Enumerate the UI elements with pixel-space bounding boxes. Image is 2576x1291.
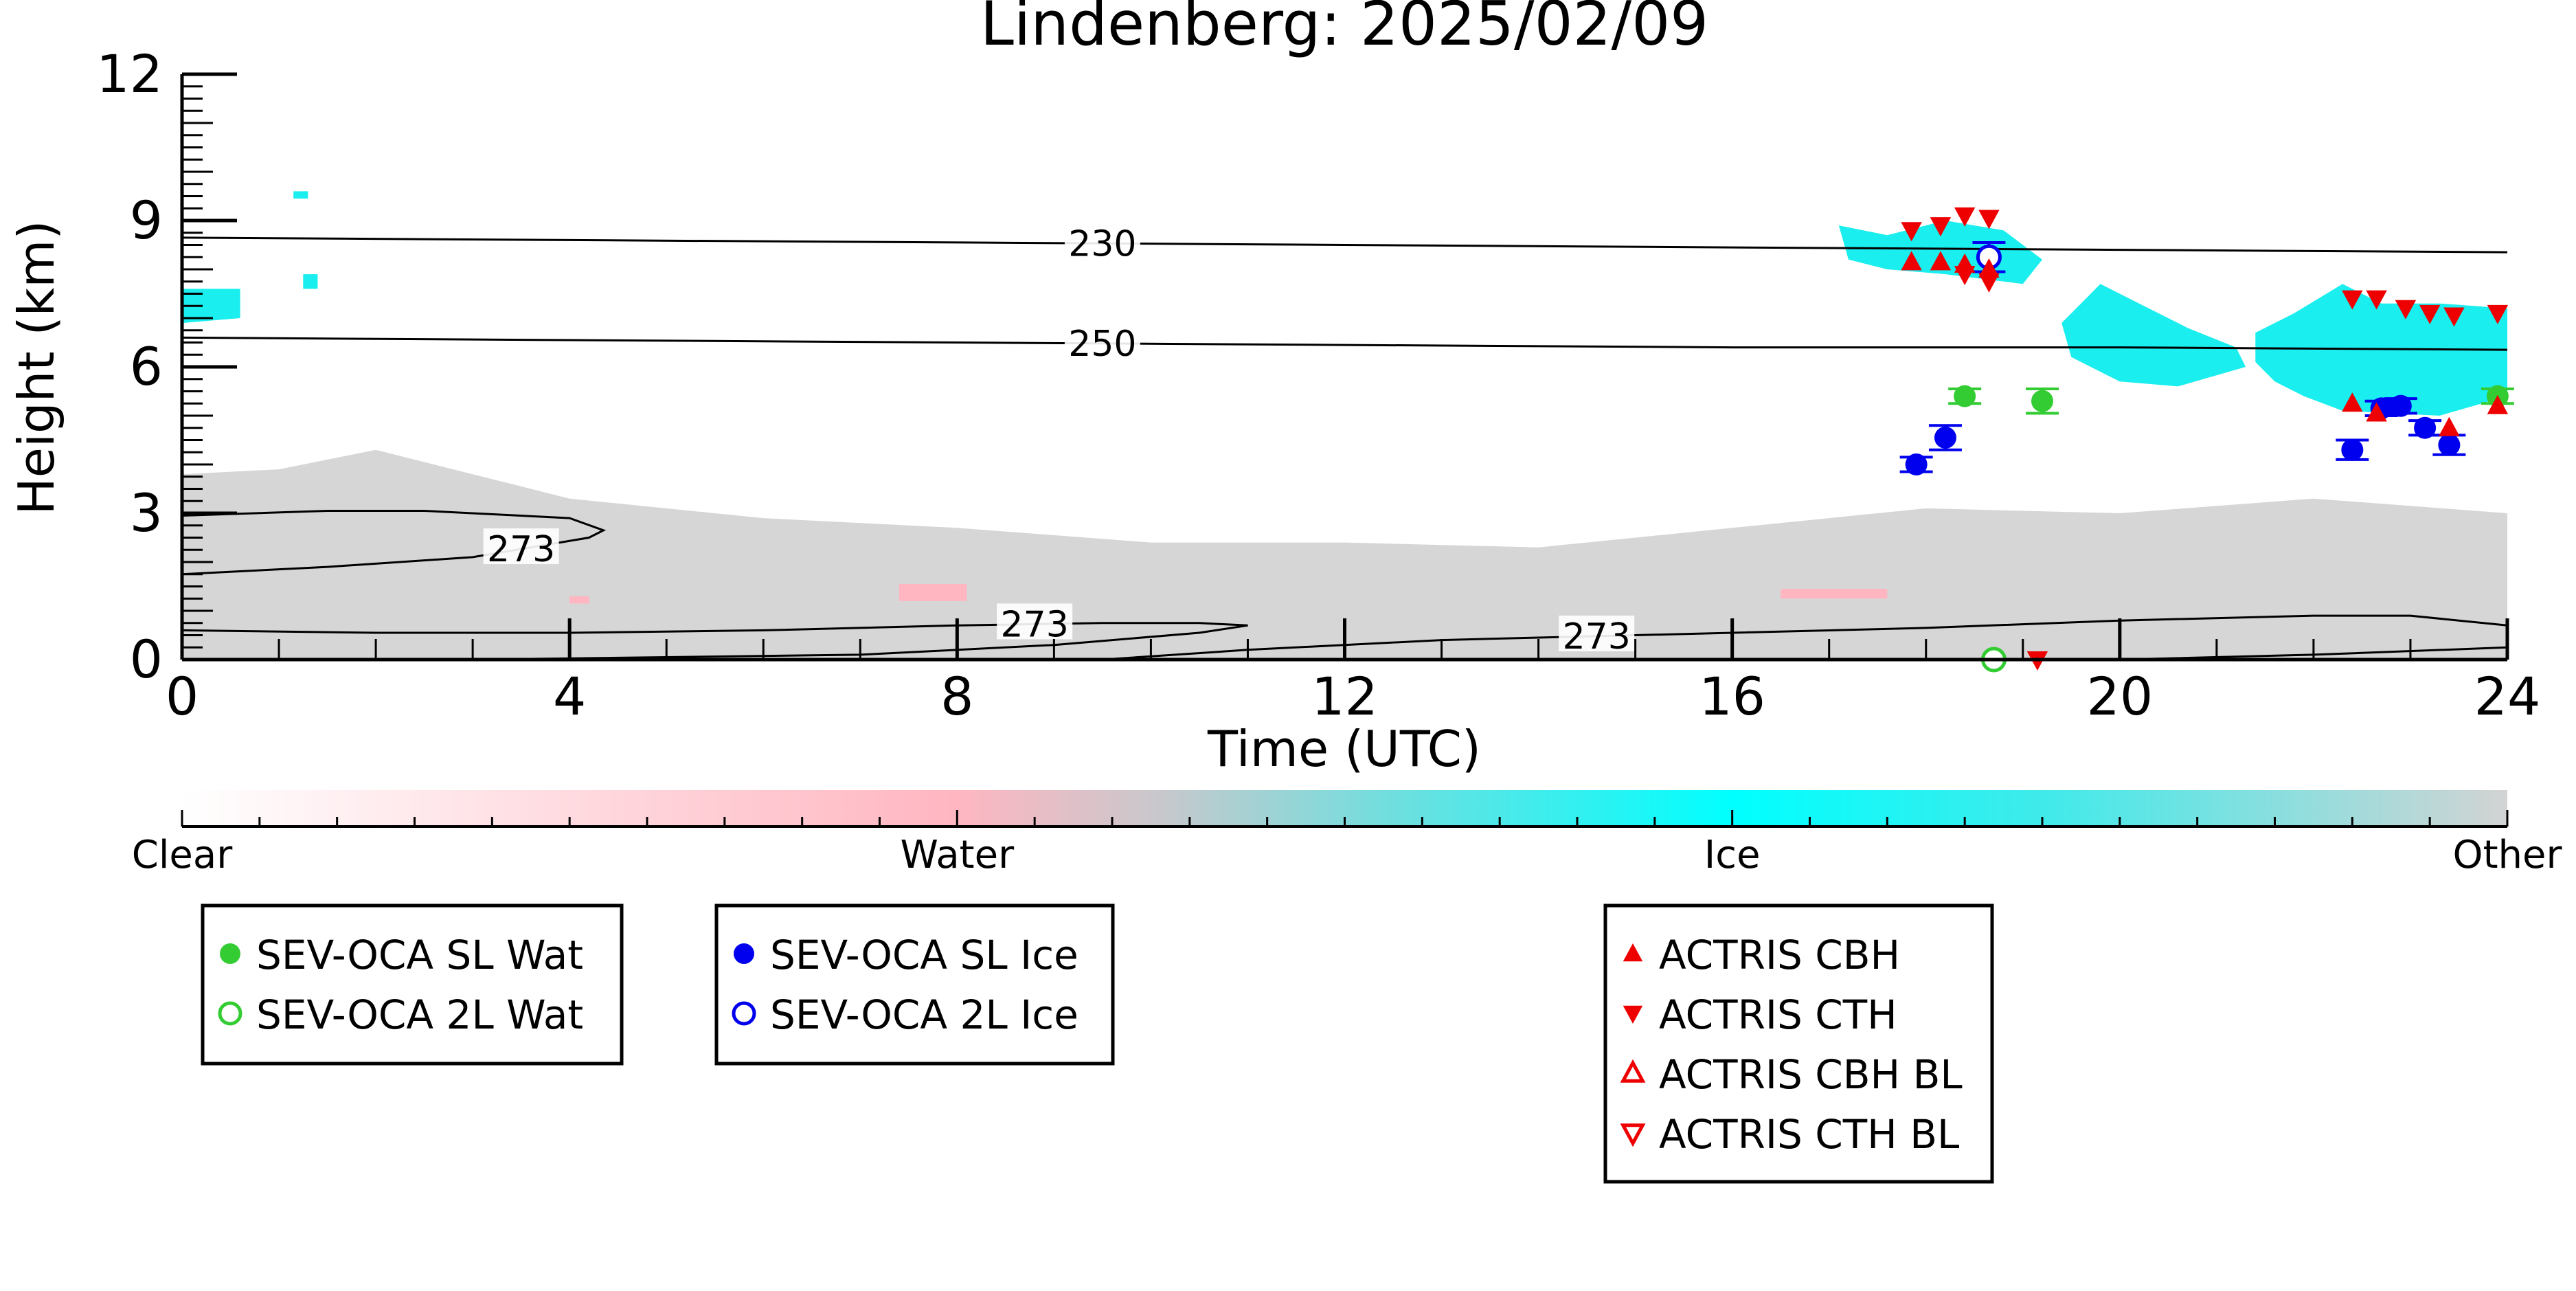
- data-point: [2031, 390, 2053, 412]
- legend-box: SEV-OCA SL Ice SEV-OCA 2L Ice: [714, 903, 1115, 1066]
- data-point: [1978, 273, 2000, 293]
- data-point: [2439, 416, 2460, 436]
- plot-axes: 0 3 6 9 12 0 4 8 12 16 20 24: [96, 43, 2540, 727]
- data-point: [1905, 453, 1928, 475]
- legend-marker: [220, 943, 240, 964]
- x-tick-label: 24: [2474, 666, 2541, 727]
- legend-label: ACTRIS CBH BL: [1659, 1051, 1963, 1098]
- data-point: [1978, 210, 2000, 229]
- legend-marker: [1620, 1123, 1646, 1147]
- plot-background: [182, 191, 2507, 660]
- contour-label-bg: [1064, 223, 1140, 259]
- legend-label: SEV-OCA SL Ice: [770, 932, 1078, 978]
- data-point: [2438, 434, 2461, 456]
- data-point: [2443, 307, 2465, 327]
- ice-cloud: [2061, 284, 2246, 387]
- legend-label: SEV-OCA 2L Ice: [770, 991, 1078, 1038]
- y-tick-label: 12: [96, 43, 163, 104]
- water-patch: [1781, 589, 1888, 599]
- legend: SEV-OCA SL Wat SEV-OCA 2L Wat SEV-OCA SL I…: [201, 903, 1994, 1184]
- data-markers: [1899, 207, 2514, 673]
- data-point: [1901, 222, 1922, 242]
- x-tick-label: 16: [1699, 666, 1765, 727]
- other-field: [182, 449, 2507, 660]
- data-point: [2395, 300, 2417, 319]
- colorbar-label: Water: [901, 833, 1015, 877]
- legend-marker: [732, 1001, 756, 1026]
- legend-marker: [734, 943, 754, 964]
- legend-box: SEV-OCA SL Wat SEV-OCA 2L Wat: [201, 903, 624, 1066]
- temperature-contours: 230 250 273 273 273: [181, 223, 2508, 661]
- y-axis-label: Height (km): [8, 221, 65, 515]
- data-point: [1930, 217, 1952, 237]
- contour-line: [181, 236, 2508, 254]
- water-patch: [569, 596, 589, 604]
- data-point: [1930, 251, 1952, 271]
- x-tick-label: 20: [2086, 666, 2153, 727]
- data-point: [1934, 426, 1956, 449]
- legend-frame: [201, 903, 624, 1066]
- contour-label: 273: [487, 529, 555, 570]
- legend-marker: [218, 1001, 242, 1026]
- x-tick-label: 4: [553, 666, 586, 727]
- contour-label: 273: [1563, 616, 1631, 658]
- x-tick-label: 12: [1311, 666, 1378, 727]
- data-point: [1901, 251, 1922, 271]
- legend-label: ACTRIS CTH BL: [1659, 1111, 1959, 1158]
- data-point: [1954, 266, 1976, 286]
- colorbar-label: Clear: [132, 833, 233, 877]
- data-point: [2389, 394, 2412, 417]
- colorbar-label: Other: [2452, 833, 2562, 877]
- data-point: [1954, 207, 1976, 227]
- data-point: [2342, 392, 2363, 412]
- data-point: [2366, 402, 2387, 422]
- contour-label: 230: [1068, 223, 1136, 265]
- water-patch: [899, 583, 967, 601]
- legend-box: ACTRIS CBH ACTRIS CTH ACTRIS CBH BL ACTRIS …: [1603, 903, 1994, 1184]
- data-point: [1954, 385, 1976, 407]
- contour-label-bg: [1064, 322, 1140, 359]
- data-point: [1978, 258, 2000, 278]
- legend-marker: [1623, 943, 1643, 962]
- contour-label-bg: [483, 528, 559, 565]
- contour-line: [181, 336, 2508, 351]
- y-tick-label: 3: [130, 482, 163, 543]
- y-tick-label: 9: [130, 190, 163, 251]
- colorbar-label: Ice: [1704, 833, 1761, 877]
- legend-frame: [1603, 903, 1994, 1184]
- legend-marker: [1620, 1059, 1646, 1083]
- data-point: [2414, 416, 2437, 439]
- contour-label-bg: [997, 603, 1073, 640]
- colorbar: Clear Water Ice Other: [132, 790, 2562, 877]
- legend-label: ACTRIS CTH: [1659, 991, 1897, 1038]
- legend-frame: [714, 903, 1115, 1066]
- ice-cloud: [293, 191, 308, 199]
- ice-cloud: [182, 289, 240, 324]
- ice-cloud: [303, 274, 318, 289]
- x-tick-label: 8: [940, 666, 973, 727]
- legend-label: SEV-OCA SL Wat: [256, 932, 583, 978]
- contour-label: 250: [1068, 324, 1136, 365]
- chart-title: Lindenberg: 2025/02/09: [980, 0, 1708, 59]
- y-tick-label: 6: [130, 336, 163, 397]
- data-point: [2487, 304, 2509, 324]
- x-axis-label: Time (UTC): [1207, 720, 1481, 778]
- contour-label: 273: [1001, 604, 1069, 645]
- legend-label: ACTRIS CBH: [1659, 932, 1900, 978]
- data-point: [2342, 290, 2363, 310]
- data-point: [2341, 438, 2364, 461]
- x-tick-label: 0: [166, 666, 199, 727]
- y-tick-label: 0: [130, 629, 163, 690]
- legend-label: SEV-OCA 2L Wat: [256, 991, 583, 1038]
- contour-label-bg: [1559, 615, 1635, 651]
- data-point: [2419, 304, 2441, 324]
- legend-marker: [1623, 1005, 1643, 1024]
- contour-line: [181, 510, 607, 576]
- data-point: [2366, 290, 2387, 310]
- data-point: [2487, 394, 2509, 414]
